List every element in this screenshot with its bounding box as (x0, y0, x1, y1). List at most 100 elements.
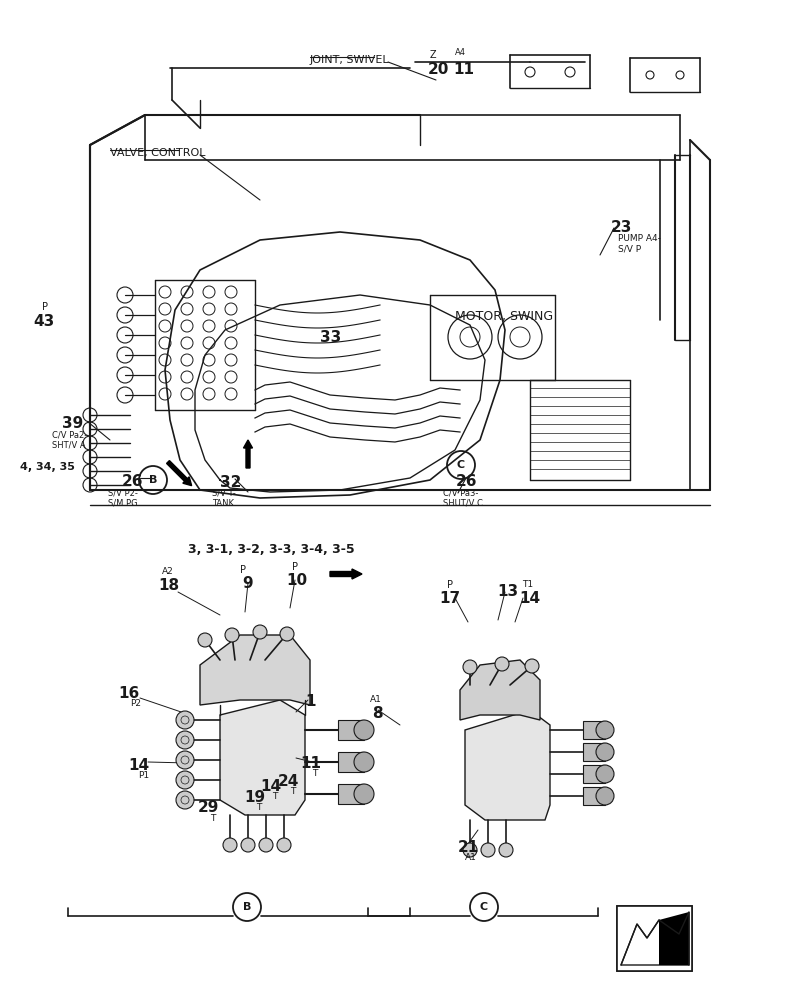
Text: JOINT, SWIVEL: JOINT, SWIVEL (310, 55, 389, 65)
Bar (582, 765, 604, 783)
Text: B: B (243, 902, 251, 912)
Circle shape (176, 711, 194, 729)
Text: P: P (446, 580, 452, 590)
Circle shape (353, 720, 373, 740)
Text: 9: 9 (242, 576, 252, 591)
FancyArrow shape (166, 461, 191, 486)
Text: 14: 14 (128, 758, 149, 773)
Bar (582, 743, 604, 761)
Circle shape (241, 838, 255, 852)
FancyArrow shape (243, 440, 252, 468)
Text: T: T (210, 814, 215, 823)
Circle shape (198, 633, 212, 647)
Text: 11: 11 (452, 62, 474, 77)
Bar (337, 784, 364, 804)
Text: 17: 17 (438, 591, 459, 606)
Text: 14: 14 (259, 779, 281, 794)
Polygon shape (220, 700, 304, 815)
Circle shape (353, 752, 373, 772)
Text: P: P (291, 562, 298, 572)
Circle shape (259, 838, 273, 852)
Text: 13: 13 (496, 584, 517, 599)
Circle shape (222, 838, 237, 852)
Text: 16: 16 (118, 686, 139, 701)
Text: P: P (240, 565, 246, 575)
Text: T: T (255, 803, 261, 812)
Text: A1: A1 (369, 695, 381, 704)
Circle shape (279, 627, 294, 641)
Text: 11: 11 (300, 756, 320, 771)
Circle shape (353, 784, 373, 804)
Circle shape (176, 791, 194, 809)
Text: S/V T-: S/V T- (212, 489, 235, 498)
Text: P: P (42, 302, 48, 312)
Circle shape (176, 751, 194, 769)
Text: S/M PG: S/M PG (108, 498, 137, 507)
Circle shape (470, 893, 497, 921)
Text: T: T (290, 787, 295, 796)
Text: 21: 21 (458, 840, 479, 855)
Text: PUMP A4-: PUMP A4- (618, 234, 660, 243)
Text: C/V Pa2-: C/V Pa2- (52, 430, 88, 439)
Text: 33: 33 (320, 330, 340, 345)
Text: C: C (456, 460, 464, 470)
Text: C: C (479, 902, 487, 912)
Text: 23: 23 (610, 220, 632, 235)
Text: 4, 34, 35: 4, 34, 35 (20, 462, 75, 472)
Text: 29: 29 (198, 800, 219, 815)
Circle shape (277, 838, 291, 852)
Bar (337, 752, 364, 772)
Circle shape (463, 843, 476, 857)
Text: TANK: TANK (212, 499, 234, 508)
Text: VALVE, CONTROL: VALVE, CONTROL (110, 148, 206, 158)
Polygon shape (200, 635, 310, 705)
Text: 26: 26 (455, 474, 477, 489)
Circle shape (595, 787, 613, 805)
Text: T: T (271, 792, 277, 801)
Text: A1: A1 (464, 853, 476, 862)
Text: B: B (149, 475, 157, 485)
Bar (582, 721, 604, 739)
Text: 3, 3-1, 3-2, 3-3, 3-4, 3-5: 3, 3-1, 3-2, 3-3, 3-4, 3-5 (188, 543, 354, 556)
Text: 19: 19 (243, 790, 265, 805)
Circle shape (595, 743, 613, 761)
Text: SHUT/V C: SHUT/V C (442, 498, 483, 507)
Circle shape (480, 843, 495, 857)
Polygon shape (464, 710, 549, 820)
Circle shape (233, 893, 261, 921)
Text: P2: P2 (130, 699, 141, 708)
Circle shape (463, 660, 476, 674)
Text: A2: A2 (161, 567, 173, 576)
Text: T1: T1 (521, 580, 532, 589)
FancyArrow shape (329, 569, 361, 579)
Circle shape (595, 721, 613, 739)
Text: 39: 39 (62, 416, 84, 431)
Bar (337, 720, 364, 740)
Circle shape (595, 765, 613, 783)
Text: 8: 8 (372, 706, 382, 721)
Text: C/V Pa3-: C/V Pa3- (442, 488, 478, 497)
Text: 1: 1 (304, 694, 315, 709)
Circle shape (499, 843, 512, 857)
Text: S/V P: S/V P (618, 244, 640, 253)
Text: 43: 43 (33, 314, 54, 329)
Text: A4: A4 (454, 48, 466, 57)
Circle shape (176, 731, 194, 749)
Circle shape (495, 657, 508, 671)
Bar (582, 787, 604, 805)
Circle shape (176, 771, 194, 789)
Text: 14: 14 (519, 591, 540, 606)
Circle shape (253, 625, 267, 639)
Bar (616, 906, 691, 971)
Text: 20: 20 (427, 62, 449, 77)
Bar (616, 906, 691, 971)
Polygon shape (658, 912, 688, 965)
Text: 10: 10 (286, 573, 307, 588)
Text: T: T (312, 769, 317, 778)
Text: 32: 32 (220, 475, 241, 490)
Polygon shape (459, 660, 540, 720)
Text: 18: 18 (158, 578, 179, 593)
Text: 24: 24 (278, 774, 299, 789)
Polygon shape (620, 912, 688, 965)
Text: MOTOR, SWING: MOTOR, SWING (454, 310, 552, 323)
